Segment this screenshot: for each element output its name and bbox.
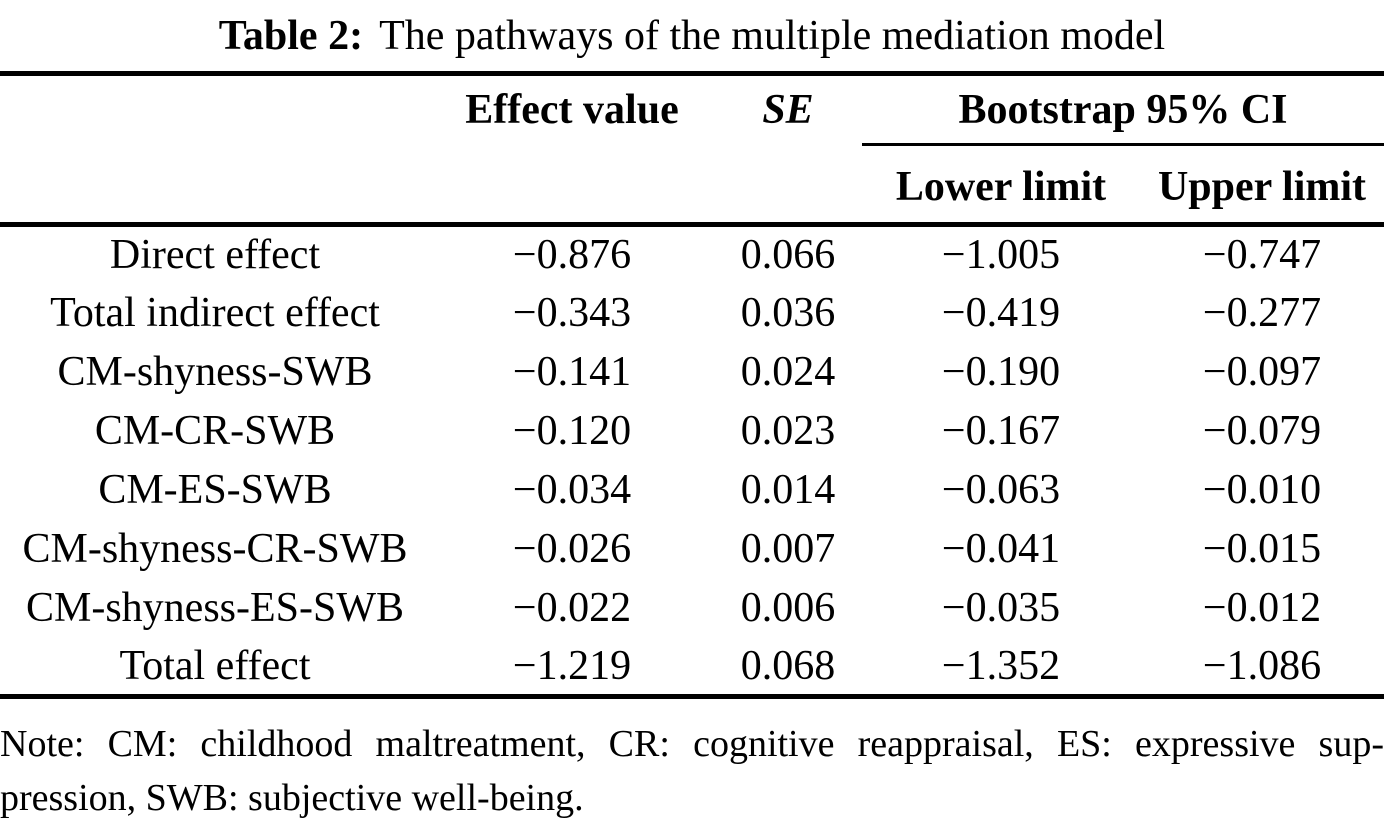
lower-limit-cell: −0.063 xyxy=(941,467,1061,513)
se-cell: 0.068 xyxy=(740,642,836,689)
effect-value-cell: −1.219 xyxy=(512,642,632,689)
effect-value-cell: −0.343 xyxy=(512,290,632,336)
table-row: CM-CR-SWB −0.120 0.023 −0.167 −0.079 xyxy=(0,402,1384,461)
header-empty-cell xyxy=(430,144,714,227)
table-body: Direct effect −0.876 0.066 −1.005 −0.747… xyxy=(0,225,1384,697)
se-cell: 0.014 xyxy=(740,467,836,513)
upper-limit-cell: −0.010 xyxy=(1202,467,1322,513)
lower-limit-cell: −0.167 xyxy=(941,408,1061,454)
effect-value-cell: −0.120 xyxy=(512,408,632,454)
row-label: Direct effect xyxy=(109,232,321,279)
upper-limit-cell: −0.015 xyxy=(1202,526,1322,572)
effect-value-cell: −0.026 xyxy=(512,526,632,572)
header-row-1: Effect value SE Bootstrap 95% CI xyxy=(0,73,1384,146)
upper-limit-cell: −0.097 xyxy=(1202,349,1322,395)
upper-limit-cell: −0.012 xyxy=(1202,585,1322,631)
se-cell: 0.023 xyxy=(740,408,836,454)
row-label: CM-ES-SWB xyxy=(98,467,332,513)
header-upper-limit: Upper limit xyxy=(1140,144,1384,227)
table-row: Direct effect −0.876 0.066 −1.005 −0.747 xyxy=(0,225,1384,284)
effect-value-cell: −0.876 xyxy=(512,232,632,279)
lower-limit-cell: −1.005 xyxy=(941,232,1061,279)
row-label: Total indirect effect xyxy=(50,290,380,336)
table-row: CM-shyness-SWB −0.141 0.024 −0.190 −0.09… xyxy=(0,343,1384,402)
se-cell: 0.006 xyxy=(740,585,836,631)
header-empty-cell xyxy=(0,74,430,145)
header-se: SE xyxy=(762,87,814,134)
upper-limit-cell: −0.747 xyxy=(1202,232,1322,279)
se-cell: 0.036 xyxy=(740,290,836,336)
header-empty-cell xyxy=(0,144,430,227)
header-empty-cell xyxy=(714,144,862,227)
header-effect-value: Effect value xyxy=(465,87,679,134)
table-note: Note: CM: childhood maltreatment, CR: co… xyxy=(0,717,1384,825)
table-row: CM-shyness-ES-SWB −0.022 0.006 −0.035 −0… xyxy=(0,579,1384,638)
lower-limit-cell: −0.190 xyxy=(941,349,1061,395)
effect-value-cell: −0.022 xyxy=(512,585,632,631)
upper-limit-cell: −0.079 xyxy=(1202,408,1322,454)
mediation-pathways-table: Effect value SE Bootstrap 95% CI Lower l… xyxy=(0,71,1384,699)
effect-value-cell: −0.141 xyxy=(512,349,632,395)
table-row: Total indirect effect −0.343 0.036 −0.41… xyxy=(0,284,1384,343)
effect-value-cell: −0.034 xyxy=(512,467,632,513)
row-label: CM-shyness-ES-SWB xyxy=(25,585,405,631)
header-bootstrap-ci: Bootstrap 95% CI xyxy=(862,73,1384,146)
row-label: CM-CR-SWB xyxy=(94,408,336,454)
lower-limit-cell: −1.352 xyxy=(941,642,1061,689)
table-row: CM-shyness-CR-SWB −0.026 0.007 −0.041 −0… xyxy=(0,520,1384,579)
lower-limit-cell: −0.419 xyxy=(941,290,1061,336)
lower-limit-cell: −0.041 xyxy=(941,526,1061,572)
upper-limit-cell: −0.277 xyxy=(1202,290,1322,336)
se-cell: 0.007 xyxy=(740,526,836,572)
table-header: Effect value SE Bootstrap 95% CI Lower l… xyxy=(0,73,1384,227)
se-cell: 0.066 xyxy=(740,232,836,279)
table-caption: Table 2: The pathways of the multiple med… xyxy=(0,0,1384,71)
table-caption-title: The pathways of the multiple mediation m… xyxy=(379,13,1166,59)
header-row-2: Lower limit Upper limit xyxy=(0,144,1384,227)
header-lower-limit: Lower limit xyxy=(862,144,1140,227)
row-label: CM-shyness-CR-SWB xyxy=(22,526,408,572)
lower-limit-cell: −0.035 xyxy=(941,585,1061,631)
row-label: CM-shyness-SWB xyxy=(57,349,373,395)
table-caption-number: Table 2: xyxy=(218,13,364,59)
se-cell: 0.024 xyxy=(740,349,836,395)
table-note-line-2: pression, SWB: subjective well-being. xyxy=(0,777,584,819)
table-row: CM-ES-SWB −0.034 0.014 −0.063 −0.010 xyxy=(0,461,1384,520)
table-row: Total effect −1.219 0.068 −1.352 −1.086 xyxy=(0,638,1384,697)
upper-limit-cell: −1.086 xyxy=(1202,642,1322,689)
row-label: Total effect xyxy=(119,642,311,689)
table-note-line-1: Note: CM: childhood maltreatment, CR: co… xyxy=(0,723,1384,765)
